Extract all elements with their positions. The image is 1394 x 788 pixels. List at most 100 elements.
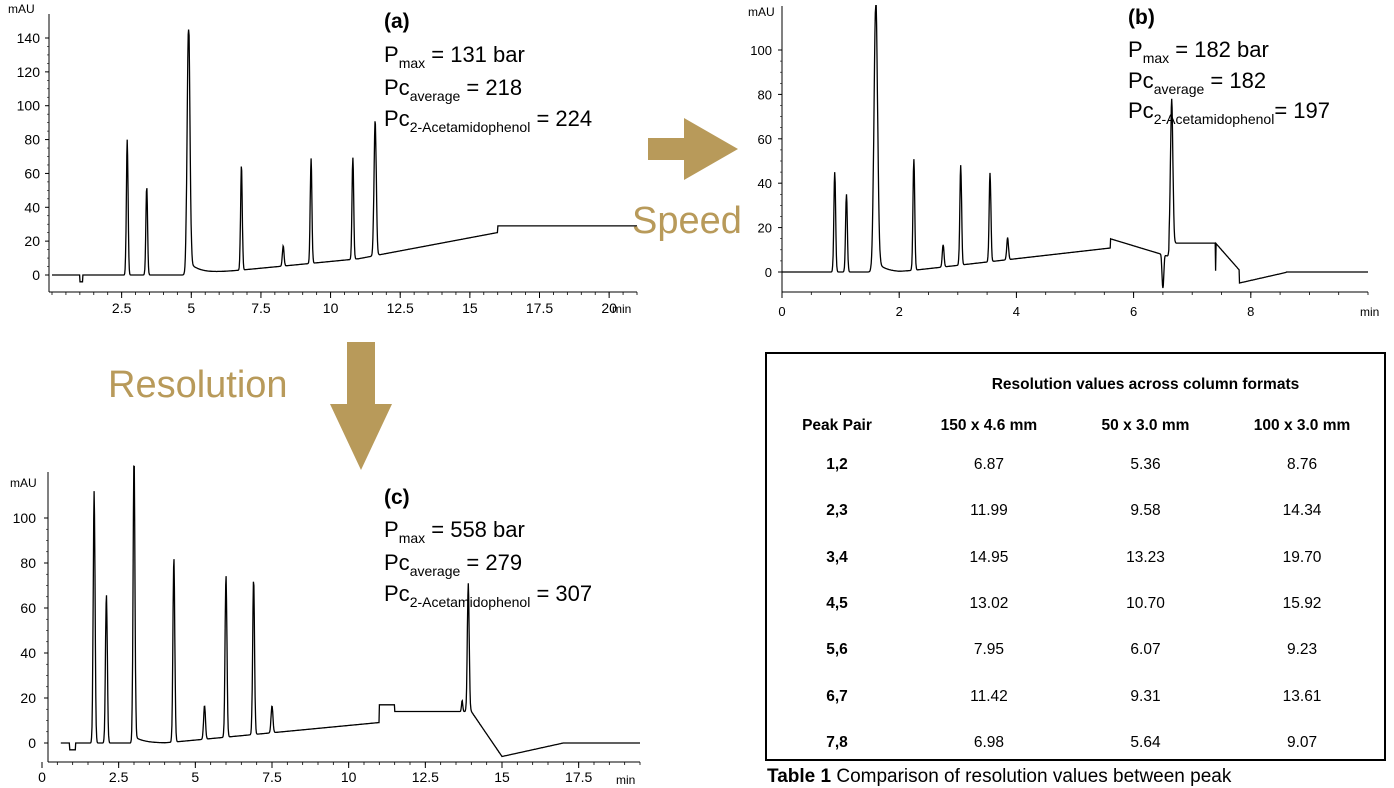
x-tick-label: 2 <box>896 304 903 319</box>
panel-label-b: (b) <box>1128 6 1155 29</box>
x-tick-label: 8 <box>1247 304 1254 319</box>
y-tick-label: 120 <box>17 64 41 80</box>
pmax-a: Pmax = 131 bar <box>384 42 525 71</box>
resolution-arrow: Resolution <box>108 342 392 470</box>
resolution-value-cell: 11.42 <box>970 687 1008 705</box>
y-label-c: mAU <box>10 476 37 490</box>
table-header-row: Peak Pair 150 x 4.6 mm 50 x 3.0 mm 100 x… <box>767 410 1384 442</box>
resolution-value-cell: 6.87 <box>973 456 1005 474</box>
peak-pair-cell: 3,4 <box>826 548 848 566</box>
resolution-value-cell: 6.07 <box>1130 641 1161 659</box>
y-tick-label: 60 <box>20 600 36 616</box>
y-tick-label: 80 <box>758 87 772 102</box>
x-tick-label: 7.5 <box>251 300 271 316</box>
table-row: 6,7 11.42 9.31 13.61 <box>767 673 1384 719</box>
y-tick-label: 20 <box>24 233 40 249</box>
pmax-c: Pmax = 558 bar <box>384 517 525 546</box>
y-tick-label: 80 <box>20 555 36 571</box>
caption-text: Comparison of resolution values between … <box>831 766 1232 787</box>
resolution-label: Resolution <box>108 364 288 406</box>
resolution-value-cell: 10.70 <box>1126 595 1165 613</box>
table-caption: Table 1 Comparison of resolution values … <box>767 766 1231 788</box>
y-tick-label: 20 <box>20 690 36 706</box>
y-label-a: mAU <box>8 2 35 16</box>
table-row: 2,3 11.99 9.58 14.34 <box>767 488 1384 534</box>
peak-pair-cell: 7,8 <box>826 733 848 751</box>
peak-pair-cell: 6,7 <box>826 687 848 705</box>
col-header-50x3.0: 50 x 3.0 mm <box>1101 417 1190 434</box>
x-tick-label: 10 <box>323 300 339 316</box>
caption-bold: Table 1 <box>767 766 832 787</box>
peak-pair-cell: 2,3 <box>826 502 848 520</box>
x-tick-label: 5 <box>191 769 199 785</box>
trace-c <box>60 465 640 758</box>
col-header-peak-pair: Peak Pair <box>802 417 872 434</box>
down-arrow-icon <box>330 342 392 470</box>
pc-average-c: Pcaverage = 279 <box>384 550 522 579</box>
trace-a <box>52 29 637 283</box>
trace-b <box>782 4 1368 289</box>
col-header-150x4.6: 150 x 4.6 mm <box>940 417 1038 434</box>
resolution-value-cell: 11.99 <box>970 502 1008 520</box>
resolution-value-cell: 9.58 <box>1130 502 1161 520</box>
y-tick-label: 0 <box>32 267 40 283</box>
x-tick-label: 20 <box>601 300 617 316</box>
x-tick-label: 10 <box>341 769 357 785</box>
x-tick-label: 7.5 <box>262 769 282 785</box>
pc-average-a: Pcaverage = 218 <box>384 75 522 104</box>
resolution-value-cell: 13.23 <box>1126 548 1165 566</box>
y-tick-label: 0 <box>28 735 36 751</box>
table-row: 1,2 6.87 5.36 8.76 <box>767 442 1384 488</box>
resolution-value-cell: 9.31 <box>1130 687 1161 705</box>
peak-pair-cell: 5,6 <box>826 641 848 659</box>
right-arrow-icon <box>648 118 738 180</box>
pmax-b: Pmax = 182 bar <box>1128 37 1269 66</box>
y-tick-label: 80 <box>24 132 40 148</box>
table-row: 5,6 7.95 6.07 9.23 <box>767 627 1384 673</box>
table-title: Resolution values across column formats <box>991 376 1300 393</box>
y-label-b: mAU <box>748 5 775 19</box>
x-tick-label: 4 <box>1013 304 1020 319</box>
resolution-value-cell: 9.07 <box>1286 733 1318 751</box>
peak-pair-cell: 1,2 <box>826 456 848 474</box>
table-row: 3,4 14.95 13.23 19.70 <box>767 535 1384 581</box>
x-tick-label: 0 <box>778 304 785 319</box>
y-tick-label: 100 <box>17 98 41 114</box>
y-tick-label: 40 <box>20 645 36 661</box>
resolution-value-cell: 14.95 <box>969 548 1009 566</box>
peak-pair-cell: 4,5 <box>826 595 848 613</box>
pc-2-acetamidophenol-a: Pc2-Acetamidophenol = 224 <box>384 106 592 135</box>
y-tick-label: 100 <box>750 43 772 58</box>
y-tick-label: 20 <box>758 221 772 236</box>
x-tick-label: 0 <box>38 769 46 785</box>
resolution-value-cell: 7.95 <box>973 641 1005 659</box>
pc-2-acetamidophenol-c: Pc2-Acetamidophenol = 307 <box>384 581 592 610</box>
x-tick-label: 2.5 <box>109 769 129 785</box>
resolution-value-cell: 8.76 <box>1286 456 1318 474</box>
chromatogram-c: mAU min 0 2.5 5 7.5 10 12.5 15 17.5 0 20 40 60 80 10… <box>10 465 641 787</box>
y-tick-label: 60 <box>24 165 40 181</box>
table-row: 7,8 6.98 5.64 9.07 <box>767 720 1384 766</box>
x-tick-label: 12.5 <box>387 300 414 316</box>
speed-arrow: Speed <box>632 118 742 242</box>
resolution-value-cell: 5.36 <box>1130 456 1161 474</box>
resolution-value-cell: 14.34 <box>1282 502 1322 520</box>
resolution-value-cell: 13.02 <box>969 595 1009 613</box>
x-tick-label: 17.5 <box>565 769 592 785</box>
resolution-value-cell: 15.92 <box>1282 595 1322 613</box>
resolution-value-cell: 5.64 <box>1130 733 1161 751</box>
panel-label-c: (c) <box>384 486 410 509</box>
x-tick-label: 17.5 <box>526 300 553 316</box>
y-tick-label: 60 <box>758 132 772 147</box>
x-unit-a: min <box>612 302 631 316</box>
col-header-100x3.0: 100 x 3.0 mm <box>1253 417 1351 434</box>
chromatogram-b: mAU min 0 2 4 6 8 0 20 40 60 80 100 (b) Pmax = 18… <box>748 4 1379 319</box>
chromatogram-a: mAU min 2.5 5 7.5 10 12.5 15 17.5 20 0 20 40 60 80 1… <box>8 2 638 316</box>
x-tick-label: 12.5 <box>412 769 439 785</box>
y-tick-label: 140 <box>17 30 41 46</box>
y-tick-label: 0 <box>765 265 772 280</box>
speed-label: Speed <box>632 200 742 242</box>
x-unit-b: min <box>1360 305 1379 319</box>
panel-label-a: (a) <box>384 10 410 33</box>
